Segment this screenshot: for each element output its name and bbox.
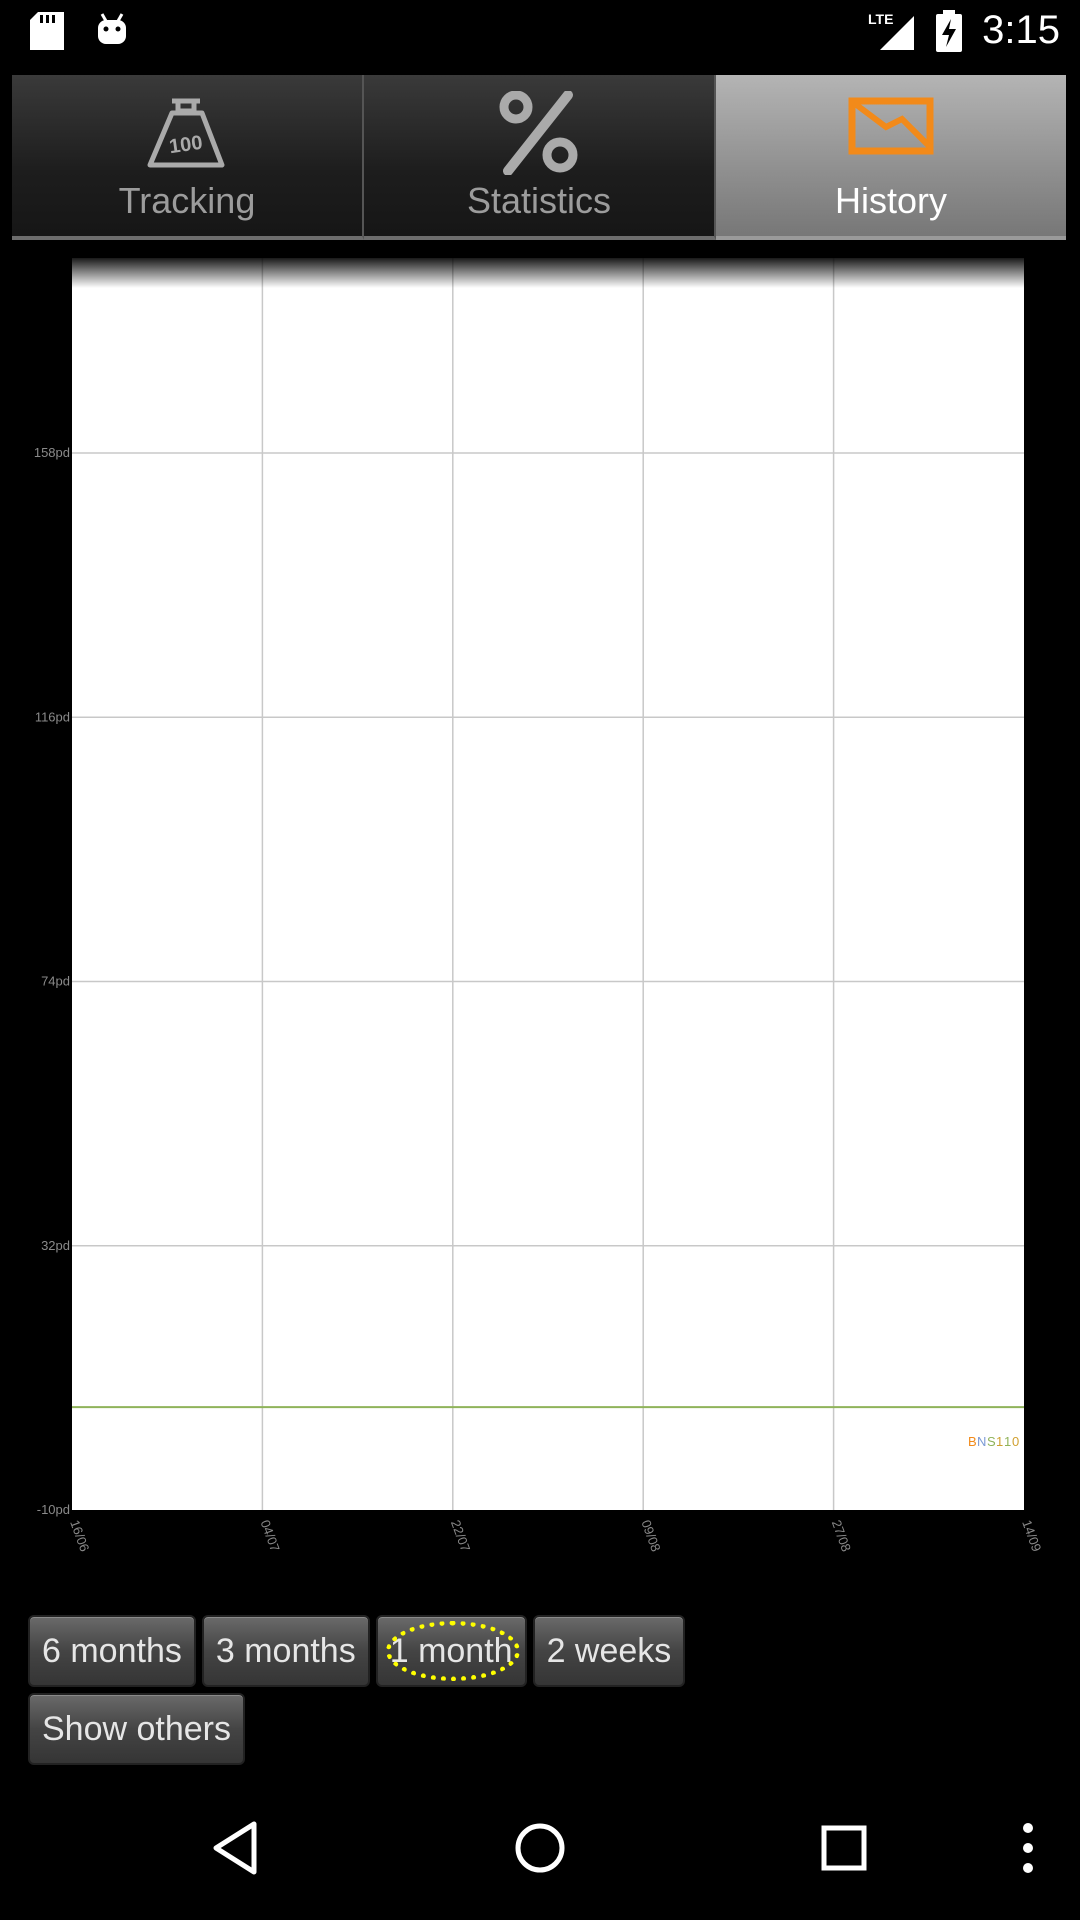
x-tick-label: 09/08	[638, 1518, 663, 1554]
tab-history[interactable]: History	[716, 75, 1066, 240]
x-tick-label: 04/07	[258, 1518, 283, 1554]
sd-card-icon	[30, 12, 64, 50]
y-tick-label: -10pd	[37, 1502, 70, 1517]
envelope-chart-icon	[848, 97, 934, 155]
range-1-month-button[interactable]: 1 month	[375, 1615, 527, 1687]
tab-tracking[interactable]: 100 Tracking	[12, 75, 364, 240]
svg-text:1: 1	[996, 1434, 1003, 1449]
show-others-button[interactable]: Show others	[28, 1693, 245, 1765]
weight-100-icon: 100	[147, 98, 225, 168]
svg-text:0: 0	[1012, 1434, 1019, 1449]
top-shadow	[72, 258, 1024, 288]
grid	[72, 258, 1024, 1510]
y-tick-label: 74pd	[41, 974, 70, 989]
svg-text:1: 1	[1004, 1434, 1011, 1449]
svg-text:S: S	[987, 1434, 996, 1449]
svg-text:N: N	[977, 1434, 986, 1449]
range-1-month-label: 1 month	[389, 1631, 513, 1670]
svg-text:100: 100	[168, 132, 204, 158]
recents-icon[interactable]	[819, 1820, 869, 1876]
status-bar: LTE 3:15	[0, 0, 1080, 63]
x-tick-label: 16/06	[67, 1518, 92, 1554]
y-tick-label: 158pd	[34, 445, 70, 460]
range-2-weeks-button[interactable]: 2 weeks	[532, 1615, 686, 1687]
home-icon[interactable]	[513, 1820, 567, 1876]
tab-label: Statistics	[466, 180, 612, 221]
y-axis: 158pd 116pd 74pd 32pd -10pd	[34, 445, 70, 1517]
x-tick-label: 27/08	[829, 1518, 854, 1554]
android-icon	[98, 13, 126, 44]
extra-button-row: Show others	[28, 1693, 245, 1765]
chart-svg: 158pd 116pd 74pd 32pd -10pd 16/06 04/07 22/07 0…	[34, 258, 1044, 1554]
range-6-months-button[interactable]: 6 months	[28, 1615, 196, 1687]
y-tick-label: 32pd	[41, 1238, 70, 1253]
navigation-bar	[0, 1790, 1080, 1920]
tab-bar: 100 Tracking Statistics History	[12, 75, 1066, 240]
x-axis: 16/06 04/07 22/07 09/08 27/08 14/09	[67, 1518, 1044, 1554]
tab-statistics[interactable]: Statistics	[364, 75, 716, 240]
range-button-row: 6 months 3 months 1 month 2 weeks	[28, 1615, 686, 1687]
back-icon[interactable]	[210, 1820, 260, 1876]
range-3-months-button[interactable]: 3 months	[201, 1615, 370, 1687]
svg-text:B: B	[968, 1434, 977, 1449]
tab-label: Tracking	[118, 180, 256, 221]
tab-label: History	[834, 180, 947, 221]
signal-icon: LTE	[868, 11, 915, 50]
percent-icon	[499, 91, 578, 175]
battery-charging-icon	[936, 9, 963, 52]
y-tick-label: 116pd	[35, 709, 70, 724]
overflow-menu-icon[interactable]	[1016, 1820, 1040, 1876]
clock: 3:15	[982, 8, 1060, 52]
plot-background	[72, 258, 1024, 1510]
series-end-labels: B N S 1 1 0	[968, 1434, 1024, 1449]
x-tick-label: 22/07	[448, 1518, 473, 1554]
svg-text:LTE: LTE	[868, 11, 893, 27]
x-tick-label: 14/09	[1019, 1518, 1044, 1554]
history-chart: 158pd 116pd 74pd 32pd -10pd 16/06 04/07 22/07 0…	[0, 258, 1080, 1558]
